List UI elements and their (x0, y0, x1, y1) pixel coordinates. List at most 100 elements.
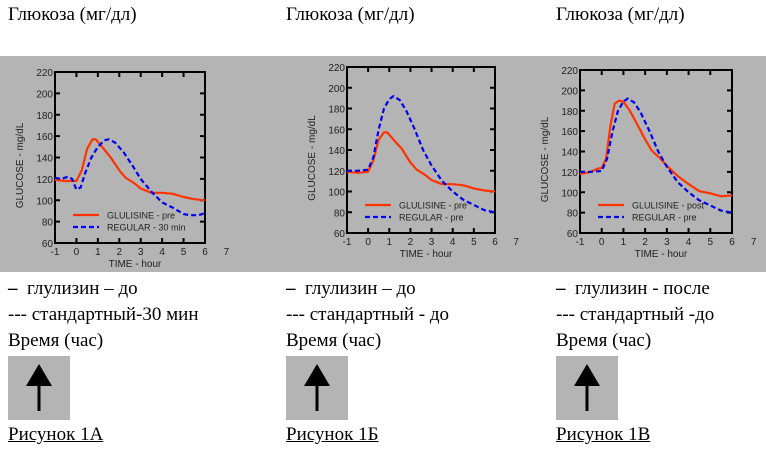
x-tick-label: 6 (729, 237, 735, 248)
y-tick-label: 100 (36, 196, 53, 207)
x-tick-label: 5 (708, 237, 714, 248)
arrow-box-a (8, 356, 70, 420)
series-regular-line (347, 94, 496, 214)
y-tick-label: 220 (328, 63, 345, 74)
y-tick-label: 220 (36, 68, 53, 79)
x-tick-label: 1 (621, 237, 627, 248)
y-tick-label: 200 (561, 86, 578, 97)
y-tick-label: 200 (328, 84, 345, 95)
legend-regular-label: --- стандартный -до (556, 304, 715, 325)
x-tick-label: 2 (408, 237, 414, 248)
x-tick-label: -1 (343, 237, 352, 248)
y-tick-label: 160 (328, 125, 345, 136)
figure-label-a: Рисунок 1А (8, 424, 104, 445)
up-arrow-icon (304, 364, 330, 411)
legend-label: REGULAR - pre (632, 213, 697, 223)
x-tick-label: 3 (429, 237, 435, 248)
y-axis-label: GLUCOSE - mg/dL (15, 122, 26, 208)
x-tick-label: 4 (686, 237, 692, 248)
y-tick-label: 80 (567, 209, 579, 220)
legend-regular-label: --- стандартный - до (286, 304, 450, 325)
chart-a: 60 80 100 120 140 160 180 200 220 -1 0 1 2 3 4 5 6 7 TIME … (15, 68, 230, 270)
figure-label-c: Рисунок 1В (556, 424, 651, 445)
y-tick-label: 80 (334, 208, 346, 219)
x-tick-label: -1 (576, 237, 585, 248)
x-tick-label: 3 (664, 237, 670, 248)
legend-glulisine-label: глулизин - после (575, 278, 710, 299)
y-tick-label: 200 (36, 89, 53, 100)
legend-glulisine-label: глулизин – до (27, 278, 138, 299)
series-regular-line (580, 97, 733, 214)
y-tick-label: 120 (328, 167, 345, 178)
x-axis-label: TIME - hour (109, 259, 162, 270)
y-tick-label: 60 (567, 229, 579, 240)
y-tick-label: 140 (36, 154, 53, 165)
legend-label: REGULAR - 30 min (107, 223, 186, 233)
figure-label-b: Рисунок 1Б (286, 424, 379, 445)
series-glulisine-line (54, 138, 206, 202)
x-tick-label: 7 (751, 237, 757, 248)
chart-c: 60 80 100 120 140 160 180 200 220 -1 0 1 2 3 4 5 6 7 TIME … (540, 66, 757, 260)
caption-c: – глулизин - после --- стандартный -до В… (556, 276, 714, 354)
y-tick-label: 120 (561, 168, 578, 179)
legend-label: GLULISINE - pre (399, 201, 467, 211)
y-tick-label: 120 (36, 175, 53, 186)
solid-line-legend-glyph: – (286, 278, 296, 299)
time-label: Время (час) (8, 330, 104, 351)
x-tick-label: 6 (492, 237, 498, 248)
y-tick-label: 140 (561, 148, 578, 159)
legend-regular-label: --- стандартный-30 мин (8, 304, 199, 325)
up-arrow-icon (26, 364, 52, 411)
x-tick-label: 7 (513, 237, 519, 248)
chart-background-band (0, 56, 766, 272)
series-glulisine-line (579, 99, 733, 198)
y-tick-label: 160 (36, 132, 53, 143)
y-tick-label: 100 (328, 188, 345, 199)
legend-label: GLULISINE - pre (107, 211, 175, 221)
heading-b: Глюкоза (мг/дл) (286, 4, 415, 25)
series-glulisine-line (346, 131, 496, 193)
x-tick-label: 1 (95, 247, 101, 258)
heading-a: Глюкоза (мг/дл) (8, 4, 137, 25)
legend-label: REGULAR - pre (399, 213, 464, 223)
legend-label: GLULISINE - post (632, 201, 705, 211)
y-tick-label: 80 (42, 218, 54, 229)
caption-a: – глулизин – до --- стандартный-30 мин В… (8, 276, 199, 354)
up-arrow-icon (574, 364, 600, 411)
x-tick-label: 5 (181, 247, 187, 258)
x-tick-label: 0 (365, 237, 371, 248)
x-tick-label: 2 (117, 247, 123, 258)
x-tick-label: 6 (202, 247, 208, 258)
x-tick-label: 3 (138, 247, 144, 258)
y-tick-label: 180 (36, 111, 53, 122)
y-axis-label: GLUCOSE - mg/dL (307, 115, 318, 201)
x-tick-label: 0 (599, 237, 605, 248)
x-tick-label: 1 (387, 237, 393, 248)
y-tick-label: 160 (561, 127, 578, 138)
x-tick-label: 0 (74, 247, 80, 258)
solid-line-legend-glyph: – (8, 278, 18, 299)
legend-glulisine-label: глулизин – до (305, 278, 416, 299)
y-tick-label: 180 (561, 107, 578, 118)
solid-line-legend-glyph: – (556, 278, 566, 299)
x-tick-label: -1 (51, 247, 60, 258)
time-label: Время (час) (286, 330, 382, 351)
x-tick-label: 5 (471, 237, 477, 248)
chart-b: 60 80 100 120 140 160 180 200 220 -1 0 1 2 3 4 5 6 7 TIME … (307, 63, 519, 260)
series-regular-line (54, 138, 206, 217)
arrow-box-c (556, 356, 618, 420)
x-axis-label: TIME - hour (635, 249, 688, 260)
y-axis-label: GLUCOSE - mg/dL (540, 116, 551, 202)
y-tick-label: 180 (328, 105, 345, 116)
x-tick-label: 7 (224, 247, 230, 258)
y-tick-label: 100 (561, 188, 578, 199)
y-tick-label: 60 (334, 229, 346, 240)
y-tick-label: 60 (42, 239, 54, 250)
arrow-box-b (286, 356, 348, 420)
y-tick-label: 220 (561, 66, 578, 77)
time-label: Время (час) (556, 330, 652, 351)
x-tick-label: 4 (159, 247, 165, 258)
x-axis-label: TIME - hour (400, 249, 453, 260)
y-tick-label: 140 (328, 146, 345, 157)
heading-c: Глюкоза (мг/дл) (556, 4, 685, 25)
